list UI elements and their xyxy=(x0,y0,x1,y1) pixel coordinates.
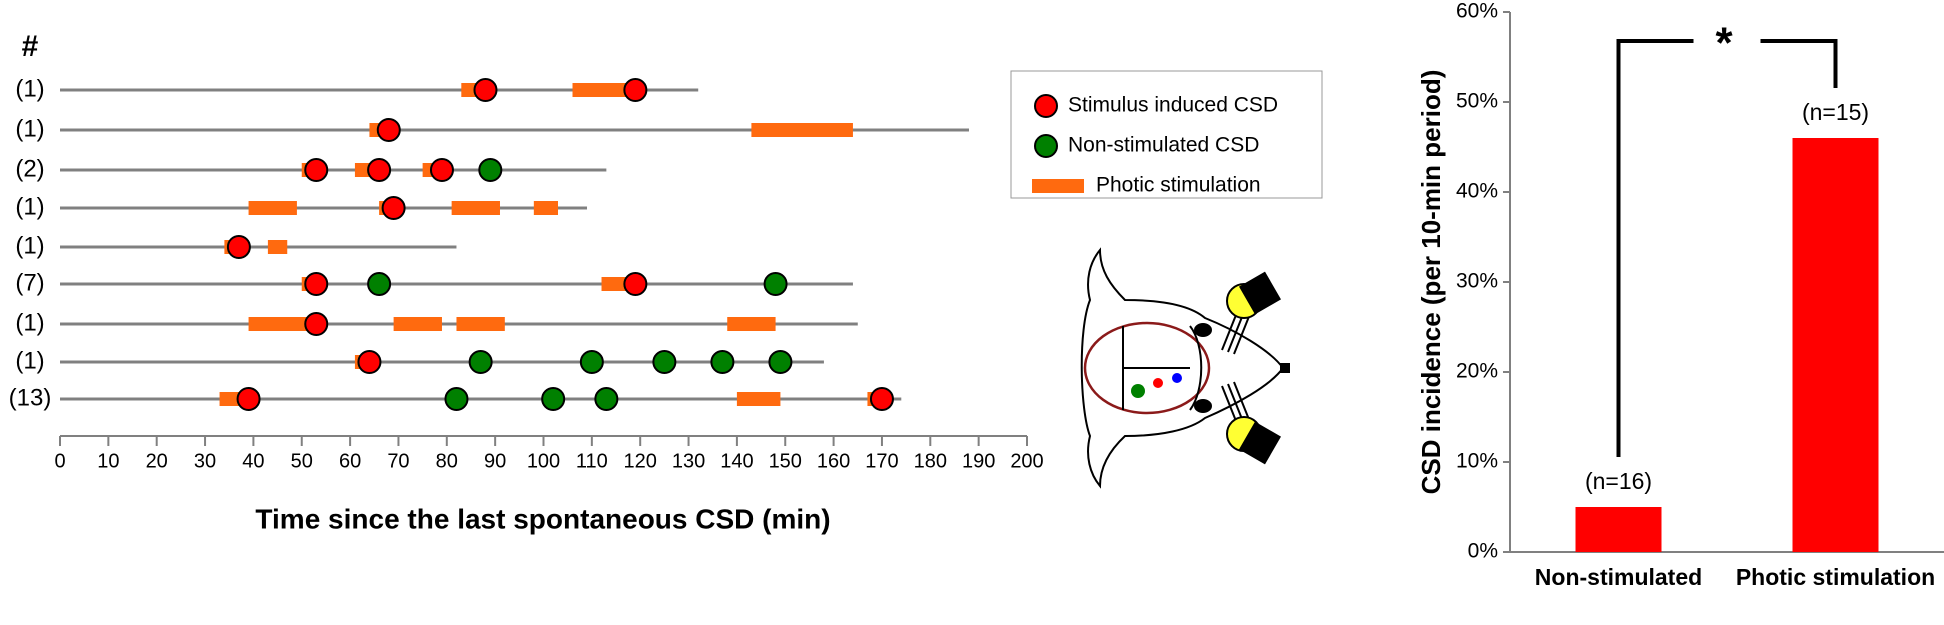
stimulation-bar xyxy=(393,317,442,331)
legend-marker xyxy=(1032,179,1084,193)
row-label: (7) xyxy=(15,269,44,296)
stimulation-bar xyxy=(267,240,288,254)
significance-bracket xyxy=(1760,39,1838,88)
y-axis-title: CSD incidence (per 10-min period) xyxy=(1416,70,1446,495)
x-tick-label: 170 xyxy=(865,450,898,472)
spontaneous-csd xyxy=(768,350,793,374)
y-tick-label: 50% xyxy=(1456,90,1498,113)
x-tick-label: 140 xyxy=(720,450,753,472)
x-tick-label: 110 xyxy=(576,450,608,472)
x-tick-label: 0 xyxy=(54,450,65,472)
stimulation-bar xyxy=(736,392,781,406)
x-tick-label: 160 xyxy=(817,450,850,472)
y-tick-label: 40% xyxy=(1456,180,1498,203)
x-tick-label: Non-stimulated xyxy=(1534,564,1703,590)
x-tick-label: Photic stimulation xyxy=(1735,564,1936,590)
spontaneous-csd xyxy=(468,350,493,374)
x-tick-label: 10 xyxy=(97,450,119,472)
induced-csd xyxy=(869,387,894,411)
bar-label: (n=15) xyxy=(1802,99,1869,125)
legend-marker xyxy=(1034,94,1058,118)
induced-csd xyxy=(376,118,401,142)
x-tick-label: 20 xyxy=(146,450,168,472)
induced-csd xyxy=(304,312,329,336)
induced-csd xyxy=(623,272,648,296)
induced-csd xyxy=(236,387,261,411)
significance-star: * xyxy=(1715,19,1733,68)
x-tick-label: 40 xyxy=(242,450,264,472)
x-tick-label: 180 xyxy=(914,450,947,472)
significance-bracket xyxy=(1616,39,1694,457)
stimulation-bar xyxy=(751,123,853,137)
spontaneous-csd xyxy=(710,350,735,374)
row-label: (1) xyxy=(15,309,44,336)
x-tick-label: 90 xyxy=(484,450,506,472)
legend-label: Stimulus induced CSD xyxy=(1068,94,1278,117)
row-label: (1) xyxy=(15,115,44,142)
spontaneous-csd xyxy=(478,158,503,182)
induced-csd xyxy=(381,196,406,220)
spontaneous-csd xyxy=(444,387,469,411)
row-label: (2) xyxy=(15,155,44,182)
x-tick-label: 200 xyxy=(1010,450,1043,472)
stimulation-bar xyxy=(572,83,631,97)
x-tick-label: 190 xyxy=(962,450,995,472)
induced-csd xyxy=(473,78,498,102)
bar-label: (n=16) xyxy=(1585,468,1652,494)
row-label: (1) xyxy=(15,347,44,374)
x-tick-label: 30 xyxy=(194,450,216,472)
bar xyxy=(1575,507,1662,552)
induced-csd xyxy=(357,350,382,374)
bar xyxy=(1792,138,1879,552)
induced-csd xyxy=(304,272,329,296)
stimulation-bar xyxy=(451,201,500,215)
legend-label: Photic stimulation xyxy=(1096,174,1261,197)
row-label: (1) xyxy=(15,193,44,220)
row-header: # xyxy=(22,30,39,63)
induced-csd xyxy=(623,78,648,102)
y-tick-label: 10% xyxy=(1456,450,1498,473)
x-tick-label: 130 xyxy=(672,450,705,472)
x-tick-label: 80 xyxy=(436,450,458,472)
y-tick-label: 20% xyxy=(1456,360,1498,383)
induced-csd xyxy=(367,158,392,182)
spontaneous-csd xyxy=(541,387,566,411)
row-label: (1) xyxy=(15,75,44,102)
y-tick-label: 60% xyxy=(1456,0,1498,23)
spontaneous-csd xyxy=(652,350,677,374)
induced-csd xyxy=(226,235,251,259)
legend-box xyxy=(1010,70,1323,199)
stimulation-bar xyxy=(727,317,776,331)
spontaneous-csd xyxy=(594,387,619,411)
stimulation-bar xyxy=(533,201,559,215)
x-tick-label: 70 xyxy=(387,450,409,472)
row-label: (13) xyxy=(9,384,52,411)
legend-marker xyxy=(1034,134,1058,158)
stimulation-bar xyxy=(248,317,317,331)
x-tick-label: 120 xyxy=(624,450,657,472)
y-tick-label: 0% xyxy=(1468,540,1498,563)
x-tick-label: 50 xyxy=(291,450,313,472)
induced-csd xyxy=(304,158,329,182)
y-tick-label: 30% xyxy=(1456,270,1498,293)
row-label: (1) xyxy=(15,232,44,259)
x-tick-label: 100 xyxy=(527,450,560,472)
spontaneous-csd xyxy=(367,272,392,296)
spontaneous-csd xyxy=(763,272,788,296)
spontaneous-csd xyxy=(579,350,604,374)
stimulation-bar xyxy=(248,201,297,215)
x-tick-label: 60 xyxy=(339,450,361,472)
x-tick-label: 150 xyxy=(769,450,802,472)
x-axis-title: Time since the last spontaneous CSD (min… xyxy=(255,503,830,534)
stimulation-bar xyxy=(456,317,505,331)
mouse-diagram xyxy=(1080,247,1290,489)
induced-csd xyxy=(429,158,454,182)
legend-label: Non-stimulated CSD xyxy=(1068,134,1259,157)
